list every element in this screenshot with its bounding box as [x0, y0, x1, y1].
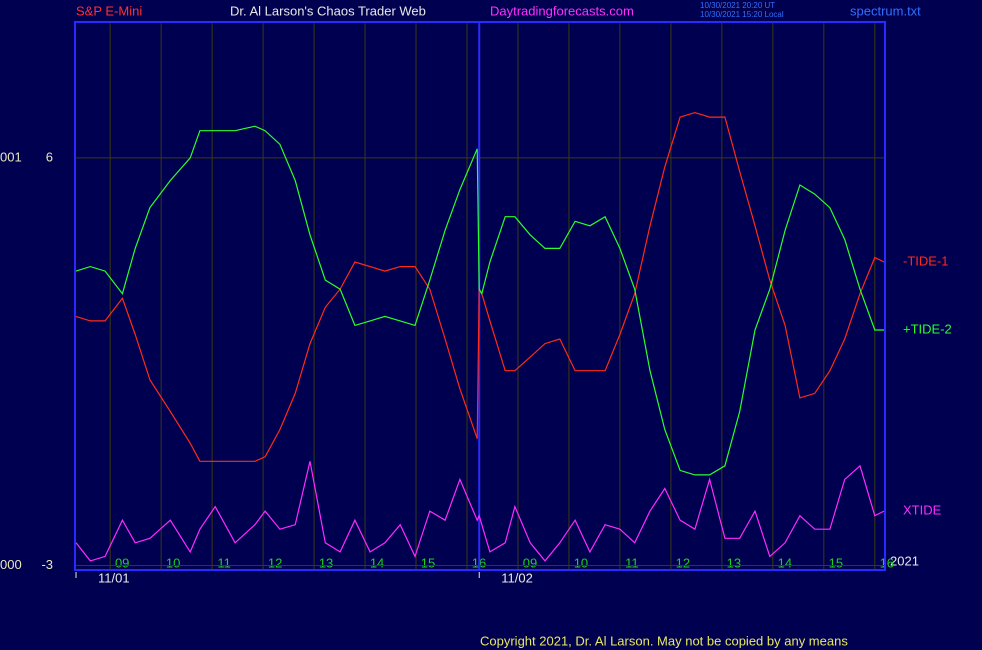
y-tick-label: -3	[41, 557, 53, 572]
series-label: XTIDE	[903, 503, 942, 518]
x-tick-label: 14	[778, 555, 792, 570]
left-label: 001	[0, 149, 22, 164]
x-tick-label: 10	[574, 555, 588, 570]
x-tick-label: 10	[166, 555, 180, 570]
series-line	[75, 461, 885, 562]
x-tick-label: 16	[880, 555, 894, 570]
date-label: 11/01	[98, 570, 130, 585]
y-tick-label: 6	[46, 149, 53, 164]
chart-title: Dr. Al Larson's Chaos Trader Web	[230, 3, 426, 18]
x-tick-label: 14	[370, 555, 384, 570]
plot-frame	[74, 21, 886, 571]
series-label: -TIDE-1	[903, 253, 949, 268]
site: Daytradingforecasts.com	[490, 3, 634, 18]
left-label: 000	[0, 557, 22, 572]
series-label: +TIDE-2	[903, 321, 952, 336]
time-local: 10/30/2021 15:20 Local	[700, 10, 784, 19]
copyright: Copyright 2021, Dr. Al Larson. May not b…	[480, 633, 848, 648]
x-tick-label: 11	[625, 555, 639, 570]
x-tick-label: 09	[523, 555, 537, 570]
x-tick-label: 12	[268, 555, 282, 570]
x-tick-label: 13	[319, 555, 333, 570]
instrument: S&P E-Mini	[76, 3, 142, 18]
x-tick-label: 15	[421, 555, 435, 570]
series-line	[75, 125, 884, 476]
date-label: 11/02	[501, 570, 533, 585]
x-tick-label: 11	[217, 555, 231, 570]
file-name: spectrum.txt	[850, 3, 921, 18]
time-ut: 10/30/2021 20:20 UT	[700, 1, 775, 10]
x-tick-label: 12	[676, 555, 690, 570]
year-label: 2021	[890, 553, 919, 568]
x-tick-label: 15	[829, 555, 843, 570]
x-tick-label: 09	[115, 555, 129, 570]
x-tick-label: 13	[727, 555, 741, 570]
